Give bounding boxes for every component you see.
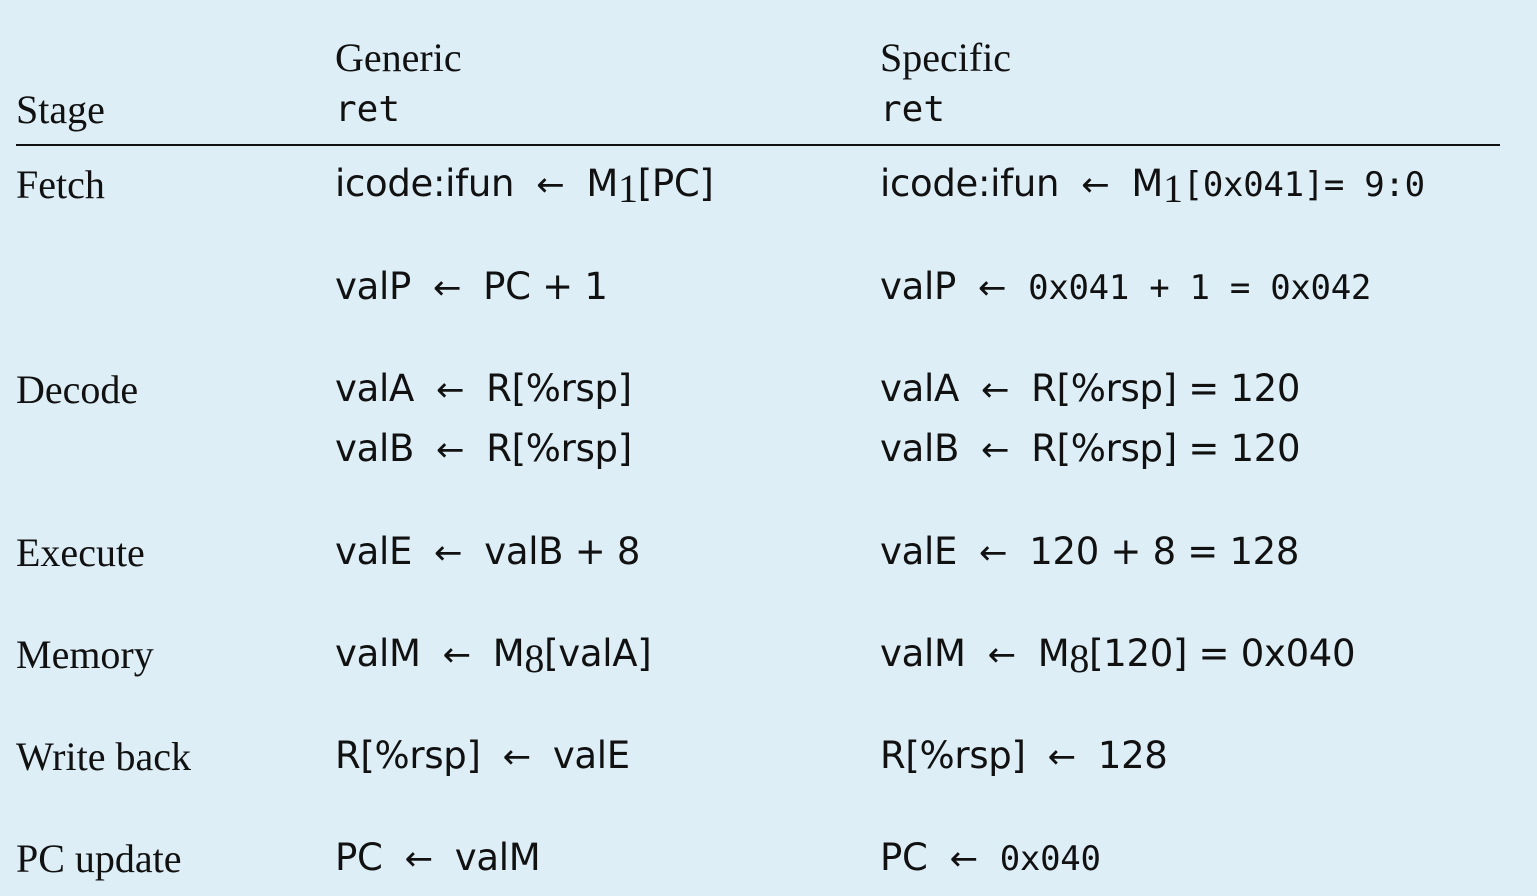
expr-lhs: valB [335, 427, 415, 470]
expr-lhs: R[%rsp] [335, 734, 481, 777]
expr-rhs: 0x040 [999, 839, 1101, 879]
writeback-generic-line-1: R[%rsp] ← valE [335, 737, 630, 774]
left-arrow-icon: ← [404, 839, 434, 879]
expr-rhs: 128 [1097, 734, 1168, 777]
stage-pc-update: PC update [16, 836, 182, 881]
expr-lhs: PC [335, 836, 383, 879]
expr-rhs: 0x041 + 1 = 0x042 [1028, 268, 1372, 308]
header-specific-instr: ret [880, 89, 946, 130]
expr-rhs-pre: M [1037, 632, 1070, 675]
expr-rhs-sub: 8 [524, 636, 545, 681]
expr-rhs: 120 + 8 = 128 [1029, 530, 1300, 573]
left-arrow-icon: ← [949, 839, 979, 879]
left-arrow-icon: ← [536, 165, 565, 205]
expr-lhs: valA [335, 367, 414, 410]
expr-lhs: valP [335, 265, 411, 308]
execute-generic-line-1: valE ← valB + 8 [335, 533, 640, 570]
expr-rhs-post: [PC] [637, 162, 714, 205]
expr-lhs: PC [880, 836, 928, 879]
header-stage-label: Stage [16, 87, 105, 132]
execute-specific-line-1: valE ← 120 + 8 = 128 [880, 533, 1299, 570]
expr-rhs: PC + 1 [483, 265, 608, 308]
expr-lhs: valP [880, 265, 956, 308]
left-arrow-icon: ← [432, 268, 462, 308]
stage-fetch: Fetch [16, 162, 105, 207]
left-arrow-icon: ← [979, 533, 1008, 573]
left-arrow-icon: ← [435, 370, 465, 410]
expr-lhs: valB [880, 427, 960, 470]
stage-memory: Memory [16, 632, 154, 677]
expr-lhs: icode:ifun [880, 162, 1060, 205]
expr-lhs: valM [880, 632, 966, 675]
pcupdate-generic-line-1: PC ← valM [335, 836, 541, 879]
expr-rhs: R[%rsp] [486, 427, 632, 470]
left-arrow-icon: ← [1047, 737, 1077, 777]
left-arrow-icon: ← [1081, 165, 1110, 205]
left-arrow-icon: ← [502, 737, 532, 777]
expr-rhs: valE [552, 734, 630, 777]
expr-lhs: valE [335, 530, 413, 573]
left-arrow-icon: ← [977, 268, 1007, 308]
left-arrow-icon: ← [442, 635, 472, 675]
fetch-specific-line-2: valP ← 0x041 + 1 = 0x042 [880, 268, 1371, 305]
expr-lhs: valA [880, 367, 959, 410]
expr-rhs: valB + 8 [484, 530, 641, 573]
stage-execute: Execute [16, 530, 145, 575]
left-arrow-icon: ← [980, 370, 1010, 410]
expr-lhs: valE [880, 530, 958, 573]
decode-generic-line-2: valB ← R[%rsp] [335, 430, 632, 467]
left-arrow-icon: ← [434, 533, 463, 573]
expr-result: = 9:0 [1323, 165, 1425, 205]
stage-write-back: Write back [16, 734, 191, 779]
expr-rhs-post: [0x041] [1182, 165, 1325, 205]
header-generic-instr: ret [335, 89, 401, 130]
expr-lhs: valM [335, 632, 421, 675]
expr-lhs: icode:ifun [335, 162, 515, 205]
expr-rhs-post: [120] = 0x040 [1089, 632, 1356, 675]
expr-rhs-sub: 8 [1069, 636, 1090, 681]
header-specific-label: Specific [880, 35, 1012, 80]
decode-generic-line-1: valA ← R[%rsp] [335, 370, 632, 407]
left-arrow-icon: ← [436, 430, 465, 470]
fetch-specific-line-1: icode:ifun ← M1[0x041]= 9:0 [880, 162, 1425, 209]
memory-generic-line-1: valM ← M8[valA] [335, 632, 652, 679]
memory-specific-line-1: valM ← M8[120] = 0x040 [880, 632, 1356, 679]
pcupdate-specific-line-1: PC ← 0x040 [880, 839, 1101, 876]
expr-rhs: R[%rsp] = 120 [1031, 427, 1301, 470]
decode-specific-line-1: valA ← R[%rsp] = 120 [880, 370, 1300, 407]
expr-rhs-pre: M [586, 162, 619, 205]
expr-rhs-pre: M [492, 632, 525, 675]
expr-rhs-sub: 1 [618, 166, 638, 211]
expr-rhs-pre: M [1131, 162, 1164, 205]
expr-lhs: R[%rsp] [880, 734, 1026, 777]
left-arrow-icon: ← [987, 635, 1017, 675]
writeback-specific-line-1: R[%rsp] ← 128 [880, 737, 1168, 774]
header-generic-label: Generic [335, 35, 462, 80]
fetch-generic-line-2: valP ← PC + 1 [335, 268, 608, 305]
expr-rhs: R[%rsp] = 120 [1031, 367, 1301, 410]
fetch-generic-line-1: icode:ifun ← M1[PC] [335, 162, 714, 209]
expr-rhs-sub: 1 [1163, 166, 1183, 211]
expr-rhs: valM [454, 836, 541, 879]
stage-decode: Decode [16, 367, 139, 412]
left-arrow-icon: ← [981, 430, 1010, 470]
decode-specific-line-2: valB ← R[%rsp] = 120 [880, 427, 1301, 470]
header-rule [16, 144, 1500, 146]
expr-rhs-post: [valA] [544, 632, 652, 675]
expr-rhs: R[%rsp] [486, 367, 632, 410]
